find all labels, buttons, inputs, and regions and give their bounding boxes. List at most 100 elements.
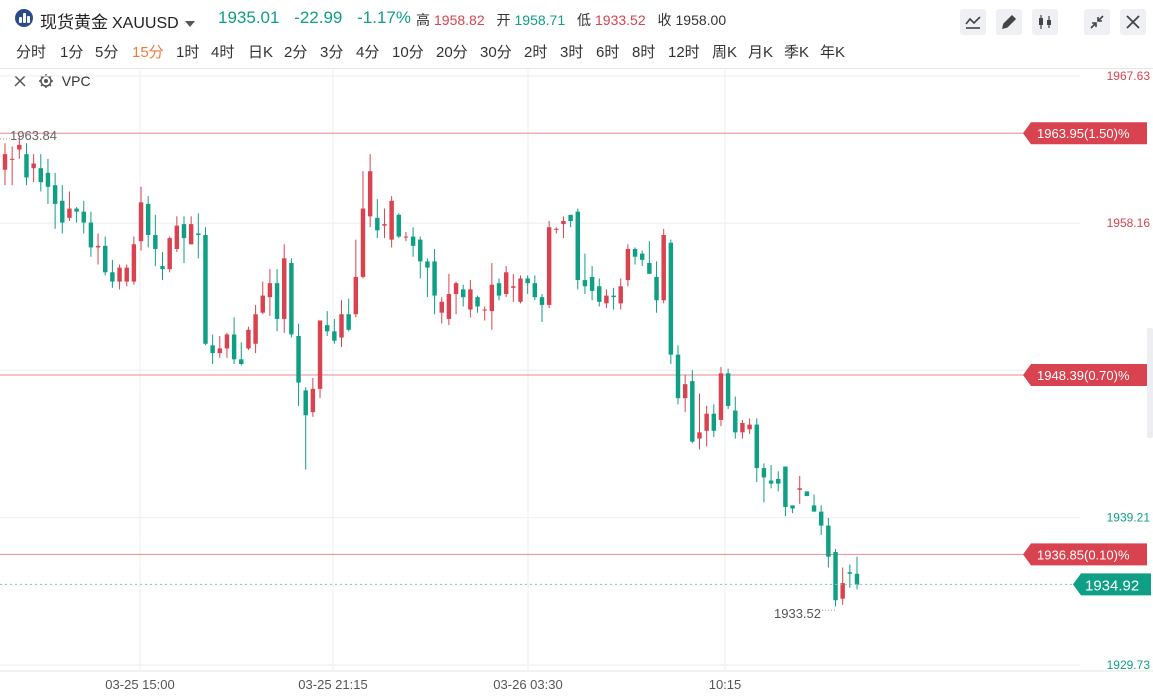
interval-tab-6[interactable]: 日K bbox=[248, 44, 274, 61]
candle-body bbox=[367, 171, 373, 217]
indicator-button[interactable] bbox=[960, 9, 986, 35]
interval-tab-12[interactable]: 30分 bbox=[480, 44, 512, 61]
open-value: 1958.71 bbox=[514, 12, 566, 28]
interval-tab-14[interactable]: 3时 bbox=[560, 44, 584, 61]
candle-body bbox=[761, 468, 767, 478]
candle-body bbox=[181, 224, 187, 239]
interval-tab-8[interactable]: 3分 bbox=[320, 44, 344, 61]
interval-tab-5[interactable]: 4时 bbox=[211, 44, 235, 61]
candle-body bbox=[88, 222, 94, 248]
interval-tab-2[interactable]: 5分 bbox=[95, 44, 119, 61]
x-tick-label: 03-26 03:30 bbox=[493, 677, 562, 692]
symbol-selector[interactable]: 现货黄金 XAUUSD bbox=[40, 8, 195, 33]
candle-body bbox=[460, 289, 466, 298]
candle-body bbox=[847, 572, 853, 574]
interval-tab-9[interactable]: 4分 bbox=[356, 44, 380, 61]
price-line-label: 1948.39(0.70)% bbox=[1037, 368, 1130, 383]
low-value: 1933.52 bbox=[595, 12, 646, 28]
candle-body bbox=[661, 234, 666, 301]
candle-body bbox=[160, 266, 165, 270]
interval-tab-16[interactable]: 8时 bbox=[632, 44, 656, 61]
interval-tab-21[interactable]: 年K bbox=[820, 44, 846, 61]
candle-body bbox=[410, 236, 416, 246]
price-line-tag bbox=[1023, 543, 1147, 566]
candle-body bbox=[747, 424, 752, 430]
candle-body bbox=[446, 294, 452, 319]
price-change: -22.99 bbox=[294, 8, 343, 27]
interval-tab-4[interactable]: 1时 bbox=[176, 44, 200, 61]
candle-body bbox=[124, 267, 129, 282]
y-tick-label: 1958.16 bbox=[1107, 216, 1151, 230]
candle-body bbox=[503, 272, 509, 295]
interval-tab-3[interactable]: 15分 bbox=[132, 44, 164, 61]
candle-body bbox=[496, 283, 502, 296]
symbol-code: XAUUSD bbox=[112, 15, 179, 32]
candle-body bbox=[733, 410, 738, 433]
candle-body bbox=[740, 423, 745, 433]
draw-button[interactable] bbox=[996, 9, 1022, 35]
candle-body bbox=[253, 314, 258, 344]
candle-body bbox=[324, 325, 330, 332]
chart-logo-icon bbox=[15, 9, 33, 27]
candle-body bbox=[840, 583, 845, 599]
high-annotation: 1963.84 bbox=[10, 128, 57, 143]
candle-body bbox=[618, 286, 623, 304]
interval-tab-11[interactable]: 20分 bbox=[436, 44, 468, 61]
candle-body bbox=[296, 335, 301, 383]
candle-body bbox=[317, 320, 323, 389]
candle-body bbox=[9, 158, 15, 160]
candle-body bbox=[611, 295, 616, 298]
close-icon bbox=[1126, 15, 1140, 29]
interval-tab-1[interactable]: 1分 bbox=[60, 44, 84, 61]
candle-body bbox=[453, 283, 459, 295]
candle-body bbox=[546, 227, 552, 305]
quote: 1935.01 -22.99 -1.17% bbox=[218, 8, 421, 28]
candle-body bbox=[188, 224, 194, 245]
header: 现货黄金 XAUUSD 1935.01 -22.99 -1.17% 高 1958.8… bbox=[0, 0, 1153, 38]
candle-body bbox=[310, 388, 316, 413]
candle-body bbox=[561, 220, 566, 225]
close-label: 收 bbox=[657, 12, 672, 28]
interval-tab-0[interactable]: 分时 bbox=[16, 44, 47, 61]
indicator-legend: VPC bbox=[14, 73, 91, 89]
candle-body bbox=[110, 272, 115, 282]
interval-tab-13[interactable]: 2时 bbox=[524, 44, 548, 61]
candle-body bbox=[604, 295, 609, 304]
interval-tab-15[interactable]: 6时 bbox=[596, 44, 620, 61]
candle-body bbox=[525, 278, 530, 284]
high-label: 高 bbox=[416, 12, 430, 28]
candle-body bbox=[95, 245, 101, 248]
last-price: 1935.01 bbox=[218, 8, 280, 27]
gear-icon[interactable] bbox=[38, 73, 54, 89]
interval-tab-20[interactable]: 季K bbox=[784, 44, 810, 61]
candle-body bbox=[145, 203, 151, 235]
remove-indicator-icon[interactable] bbox=[14, 75, 26, 87]
candle-body bbox=[260, 295, 265, 313]
candle-type-button[interactable] bbox=[1032, 9, 1058, 35]
candle-body bbox=[224, 334, 230, 349]
current-price-tag bbox=[1073, 573, 1151, 596]
collapse-button[interactable] bbox=[1084, 9, 1110, 35]
candle-body bbox=[489, 284, 495, 312]
candle-body bbox=[138, 202, 144, 242]
indicator-icon bbox=[965, 16, 981, 29]
interval-tab-18[interactable]: 周K bbox=[712, 44, 738, 61]
candle-body bbox=[797, 488, 802, 490]
candle-body bbox=[697, 432, 702, 439]
candle-body bbox=[511, 286, 516, 288]
candle-body bbox=[647, 262, 652, 274]
candle-body bbox=[153, 234, 158, 249]
candle-body bbox=[768, 480, 774, 484]
interval-tab-17[interactable]: 12时 bbox=[668, 44, 700, 61]
draw-icon bbox=[1001, 14, 1017, 30]
low-annotation: 1933.52 bbox=[774, 606, 821, 621]
candle-body bbox=[353, 276, 359, 315]
interval-tab-19[interactable]: 月K bbox=[748, 44, 774, 61]
candle-body bbox=[375, 217, 380, 231]
interval-tab-10[interactable]: 10分 bbox=[392, 44, 424, 61]
candle-body bbox=[38, 168, 44, 183]
interval-tab-7[interactable]: 2分 bbox=[284, 44, 308, 61]
candle-body bbox=[532, 283, 538, 298]
close-button[interactable] bbox=[1120, 9, 1146, 35]
